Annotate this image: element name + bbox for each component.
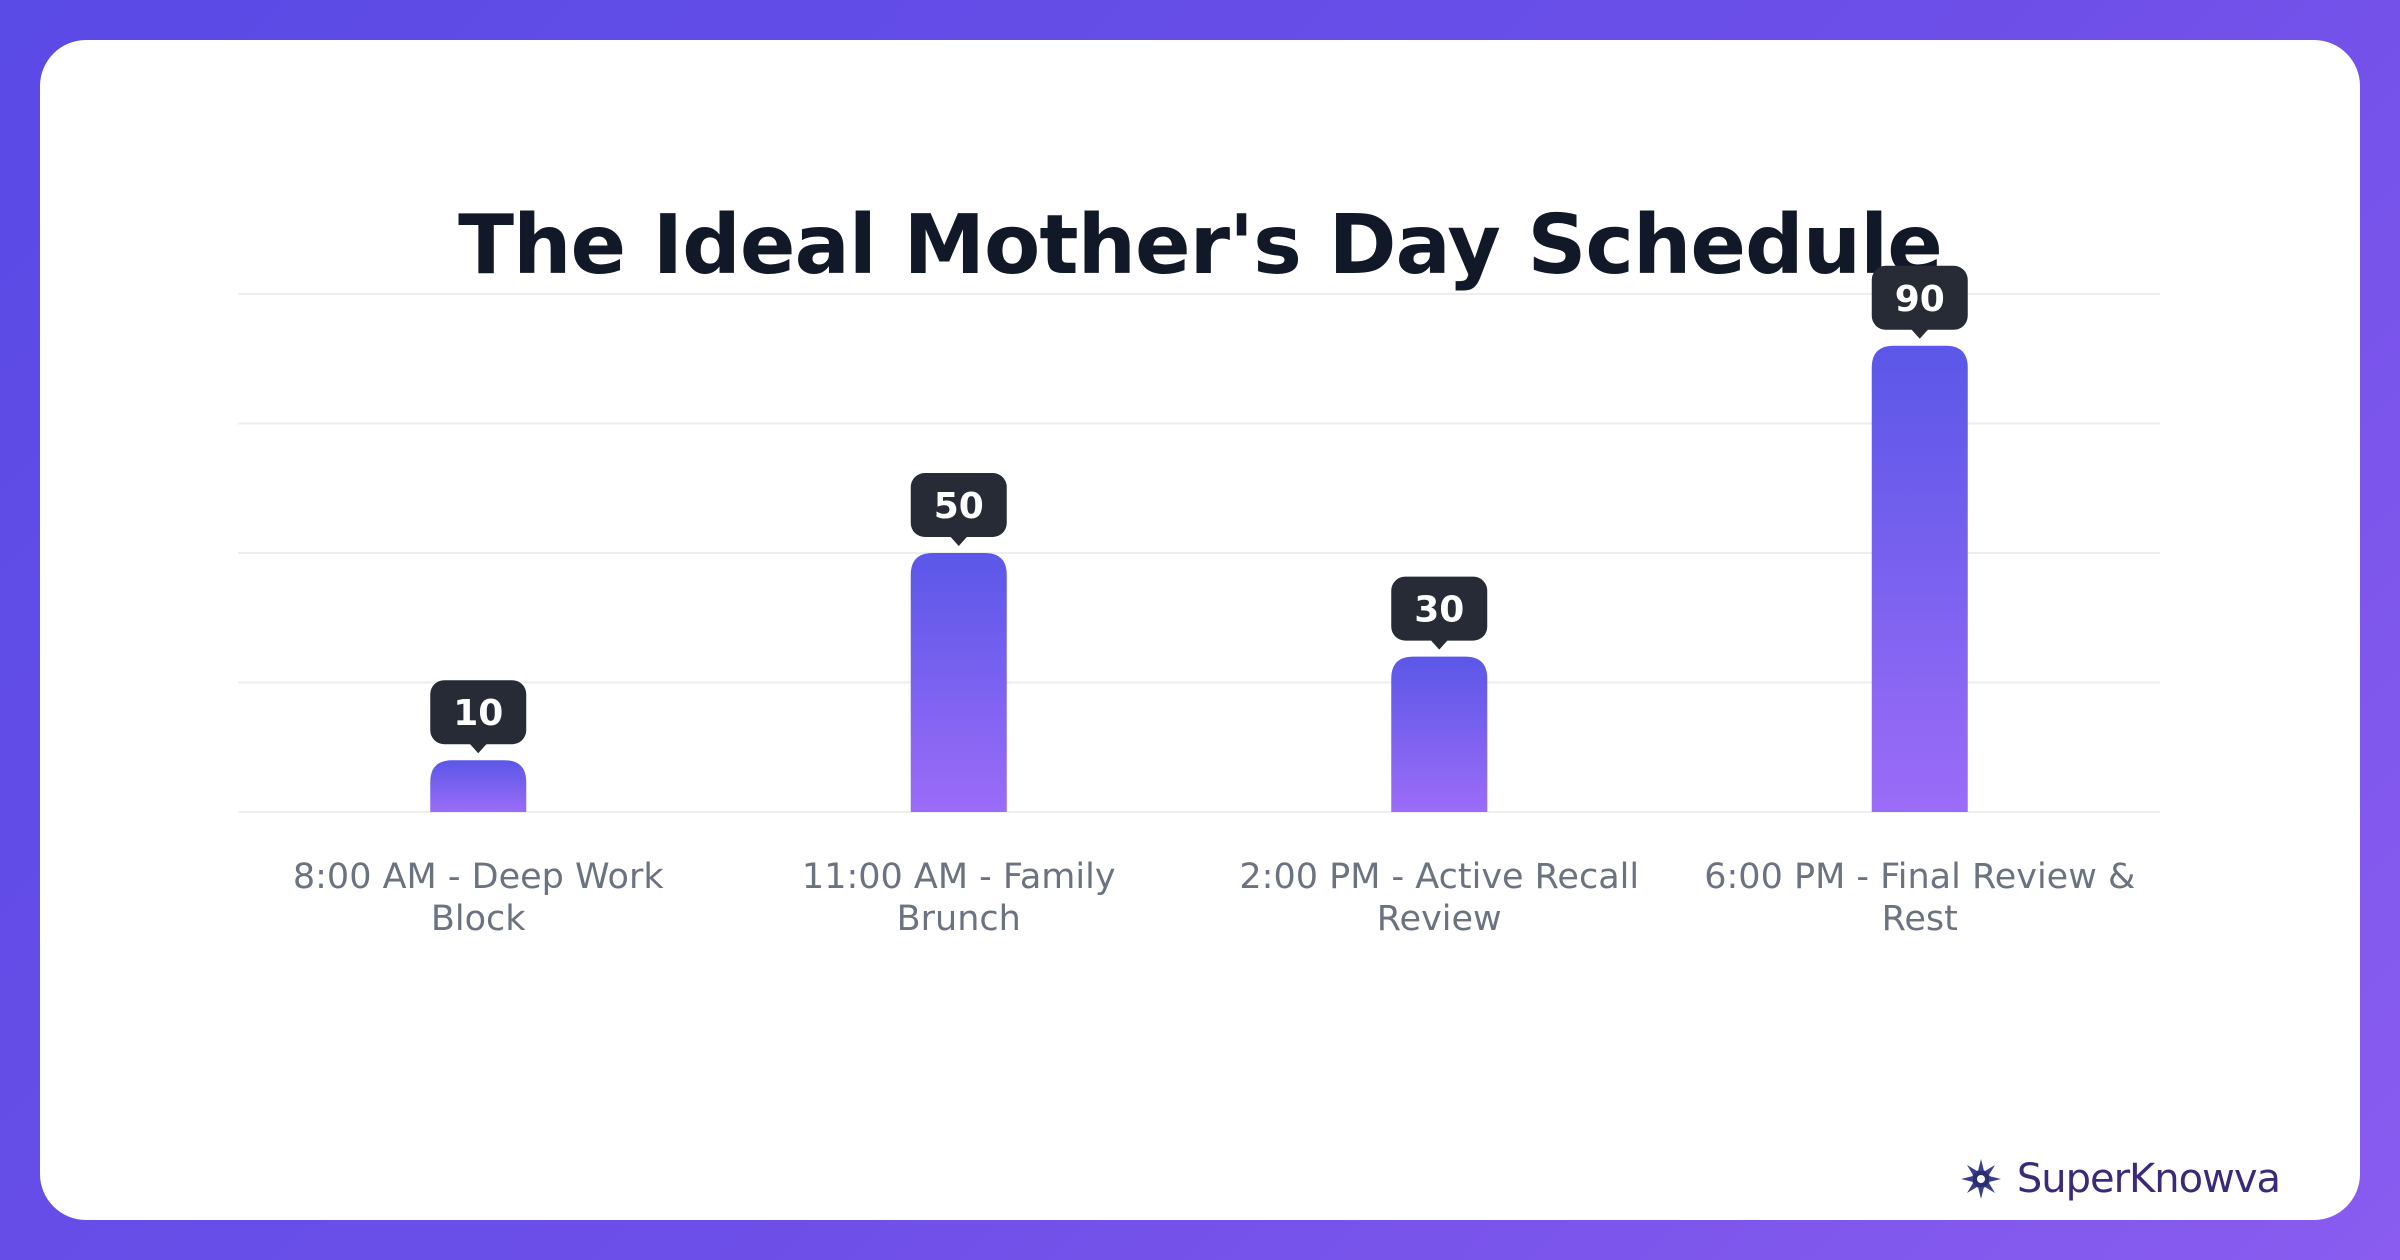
- brand-name: SuperKnowva: [2016, 1156, 2281, 1202]
- data-label-bubble: [1871, 265, 1968, 330]
- data-label-bubble: [910, 473, 1007, 537]
- data-label-text: 10: [453, 693, 503, 734]
- bar: [1871, 345, 1968, 812]
- data-label: 30: [1391, 576, 1488, 650]
- data-label: 10: [430, 680, 527, 754]
- brand-logo: SuperKnowva: [1959, 1156, 2281, 1202]
- data-label: 90: [1871, 265, 1968, 339]
- bar: [910, 553, 1007, 812]
- category-label: Brunch: [897, 899, 1021, 939]
- category-label: Review: [1377, 899, 1502, 939]
- data-label-bubble: [430, 680, 527, 745]
- category-label: Rest: [1882, 899, 1958, 939]
- data-label-text: 30: [1414, 590, 1464, 631]
- chart-title: The Ideal Mother's Day Schedule: [458, 198, 1943, 293]
- category-label: 2:00 PM - Active Recall: [1239, 857, 1639, 897]
- star-burst-icon: [1960, 1159, 2001, 1199]
- data-label-text: 50: [934, 486, 984, 527]
- bar: [1391, 656, 1488, 812]
- category-label: 6:00 PM - Final Review &: [1704, 857, 2135, 897]
- data-label-pointer: [949, 536, 968, 546]
- data-label: 50: [910, 473, 1007, 546]
- category-label: 8:00 AM - Deep Work: [293, 857, 664, 897]
- bar: [430, 760, 527, 812]
- category-label: 11:00 AM - Family: [802, 857, 1116, 897]
- card: The Ideal Mother's Day Schedule: [40, 40, 2360, 1220]
- category-label: Block: [431, 899, 526, 939]
- data-label-text: 90: [1895, 279, 1945, 320]
- data-label-pointer: [1430, 639, 1449, 650]
- data-label-bubble: [1391, 576, 1488, 641]
- data-label-pointer: [1910, 328, 1929, 339]
- data-label-pointer: [469, 743, 488, 754]
